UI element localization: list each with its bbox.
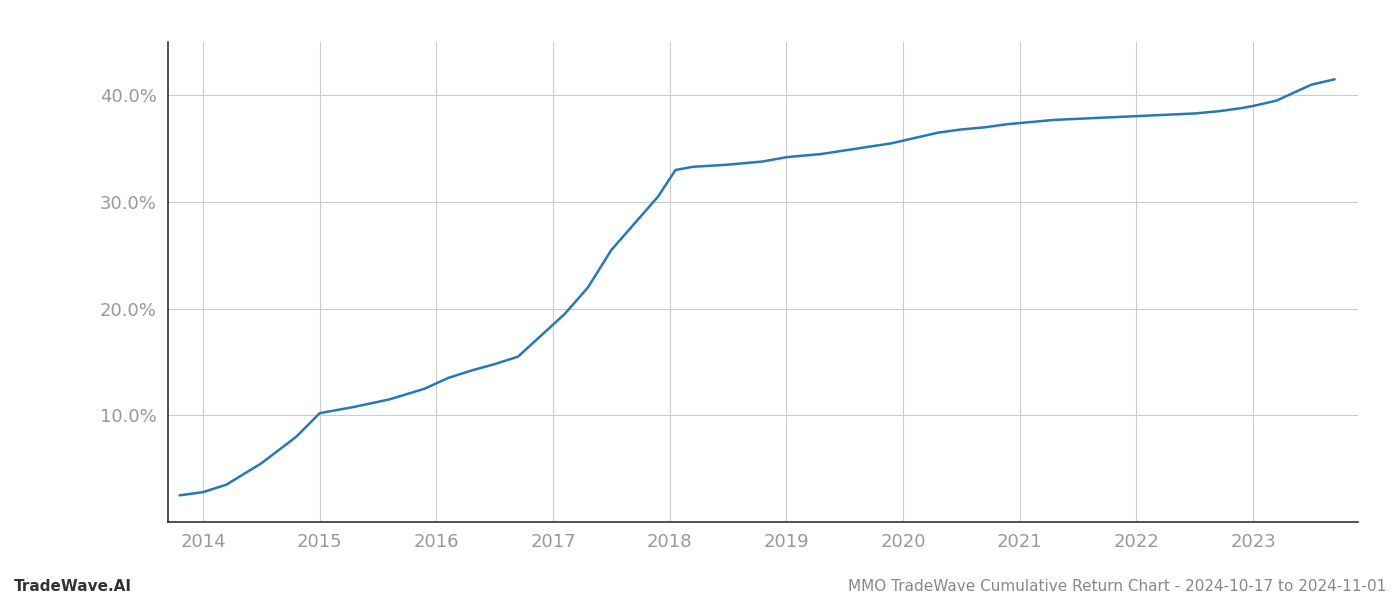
Text: MMO TradeWave Cumulative Return Chart - 2024-10-17 to 2024-11-01: MMO TradeWave Cumulative Return Chart - …: [848, 579, 1386, 594]
Text: TradeWave.AI: TradeWave.AI: [14, 579, 132, 594]
